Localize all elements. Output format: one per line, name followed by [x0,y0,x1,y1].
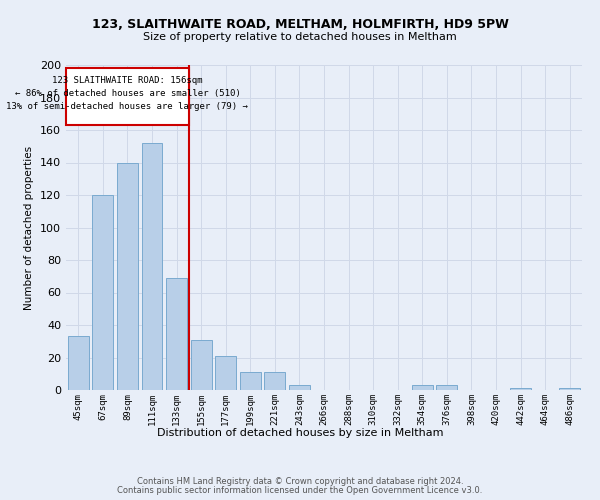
Text: Size of property relative to detached houses in Meltham: Size of property relative to detached ho… [143,32,457,42]
Bar [289,385,310,390]
Bar [117,162,138,390]
Text: ← 86% of detached houses are smaller (510): ← 86% of detached houses are smaller (51… [14,90,241,98]
Bar [166,278,187,390]
Text: 123, SLAITHWAITE ROAD, MELTHAM, HOLMFIRTH, HD9 5PW: 123, SLAITHWAITE ROAD, MELTHAM, HOLMFIRT… [92,18,508,30]
Bar [265,372,286,390]
Bar [412,385,433,390]
Bar [510,388,531,390]
Bar [92,195,113,390]
FancyBboxPatch shape [66,68,189,125]
Bar [559,388,580,390]
Bar [215,356,236,390]
Bar [240,372,261,390]
Y-axis label: Number of detached properties: Number of detached properties [25,146,34,310]
Text: Contains HM Land Registry data © Crown copyright and database right 2024.: Contains HM Land Registry data © Crown c… [137,477,463,486]
Bar [191,340,212,390]
Bar [142,143,163,390]
Text: 123 SLAITHWAITE ROAD: 156sqm: 123 SLAITHWAITE ROAD: 156sqm [52,76,203,86]
Bar [68,336,89,390]
Text: 13% of semi-detached houses are larger (79) →: 13% of semi-detached houses are larger (… [7,102,248,112]
Text: Distribution of detached houses by size in Meltham: Distribution of detached houses by size … [157,428,443,438]
Bar [436,385,457,390]
Text: Contains public sector information licensed under the Open Government Licence v3: Contains public sector information licen… [118,486,482,495]
